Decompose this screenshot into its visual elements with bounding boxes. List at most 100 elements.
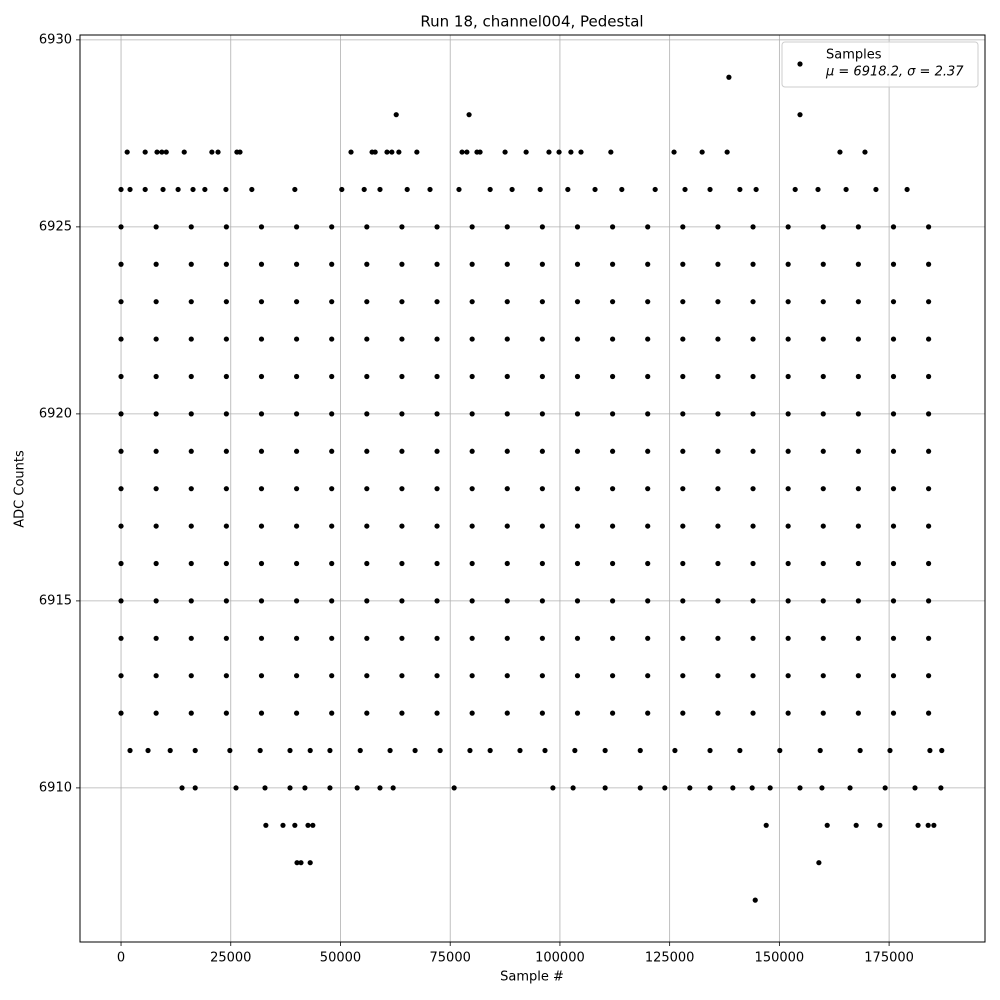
data-point	[539, 560, 545, 567]
data-point	[293, 486, 300, 492]
data-point	[354, 785, 360, 791]
data-point	[645, 261, 651, 267]
data-point	[785, 261, 791, 267]
data-point	[153, 673, 159, 679]
data-point	[233, 785, 239, 791]
data-point	[329, 673, 335, 679]
data-point	[619, 186, 625, 193]
data-point	[293, 673, 300, 679]
x-axis-label: Sample #	[500, 970, 564, 985]
data-point	[574, 373, 581, 380]
data-point	[364, 411, 370, 417]
data-point	[153, 598, 159, 604]
data-point	[546, 149, 552, 155]
data-point	[890, 560, 897, 567]
data-point	[820, 336, 826, 342]
data-point	[258, 673, 265, 679]
data-point	[504, 373, 510, 380]
data-point	[469, 710, 475, 716]
data-point	[926, 224, 932, 230]
data-point	[223, 523, 229, 529]
data-point	[939, 747, 945, 754]
data-point	[293, 373, 300, 380]
data-point	[179, 785, 185, 791]
data-point	[609, 598, 616, 604]
data-point	[175, 186, 181, 193]
data-point	[456, 186, 462, 193]
data-point	[469, 336, 475, 342]
data-point	[750, 673, 756, 679]
data-point	[329, 448, 335, 454]
data-point	[504, 635, 510, 641]
data-point	[671, 149, 677, 155]
data-point	[329, 560, 335, 567]
data-point	[926, 635, 932, 641]
data-point	[118, 523, 124, 529]
data-point	[329, 299, 335, 305]
data-point	[565, 186, 571, 193]
data-point	[258, 598, 265, 604]
grid-layer	[80, 35, 985, 942]
data-point	[118, 261, 124, 267]
data-point	[258, 411, 265, 417]
data-point	[574, 486, 581, 492]
data-point	[750, 486, 756, 492]
data-point	[602, 785, 608, 791]
data-point	[293, 710, 300, 716]
data-point	[118, 224, 124, 230]
data-point	[188, 710, 194, 716]
data-point	[517, 747, 523, 754]
data-point	[926, 261, 932, 267]
data-point	[466, 112, 472, 118]
data-point	[118, 299, 124, 305]
data-point	[188, 598, 194, 604]
data-point	[364, 560, 370, 567]
data-point	[680, 373, 686, 380]
data-point	[750, 224, 756, 230]
data-point	[469, 224, 475, 230]
data-point	[855, 224, 861, 230]
data-point	[715, 710, 721, 716]
data-point	[223, 336, 229, 342]
data-point	[142, 186, 148, 193]
data-point	[707, 186, 713, 193]
data-point	[592, 186, 598, 193]
data-point	[887, 747, 893, 754]
data-point	[469, 486, 475, 492]
data-point	[726, 74, 732, 80]
data-point	[931, 822, 937, 828]
data-point	[469, 673, 475, 679]
data-point	[715, 373, 721, 380]
data-point	[737, 186, 743, 193]
data-point	[293, 299, 300, 305]
data-point	[258, 336, 265, 342]
y-tick-label: 6930	[39, 32, 72, 47]
data-point	[680, 523, 686, 529]
data-point	[819, 785, 825, 791]
data-point	[509, 186, 515, 193]
data-point	[258, 448, 265, 454]
data-point	[926, 598, 932, 604]
data-point	[364, 673, 370, 679]
data-point	[153, 448, 159, 454]
data-point	[820, 560, 826, 567]
data-point	[399, 673, 405, 679]
data-point	[118, 486, 124, 492]
data-point	[855, 710, 861, 716]
data-point	[223, 710, 229, 716]
data-point	[293, 261, 300, 267]
data-point	[855, 373, 861, 380]
data-point	[785, 448, 791, 454]
data-point	[785, 560, 791, 567]
x-tick-label: 175000	[864, 951, 914, 966]
data-point	[357, 747, 363, 754]
data-point	[153, 635, 159, 641]
data-point	[855, 635, 861, 641]
data-point	[750, 411, 756, 417]
data-point	[539, 224, 545, 230]
data-point	[750, 560, 756, 567]
data-point	[687, 785, 693, 791]
data-point	[817, 747, 823, 754]
data-point	[926, 299, 932, 305]
